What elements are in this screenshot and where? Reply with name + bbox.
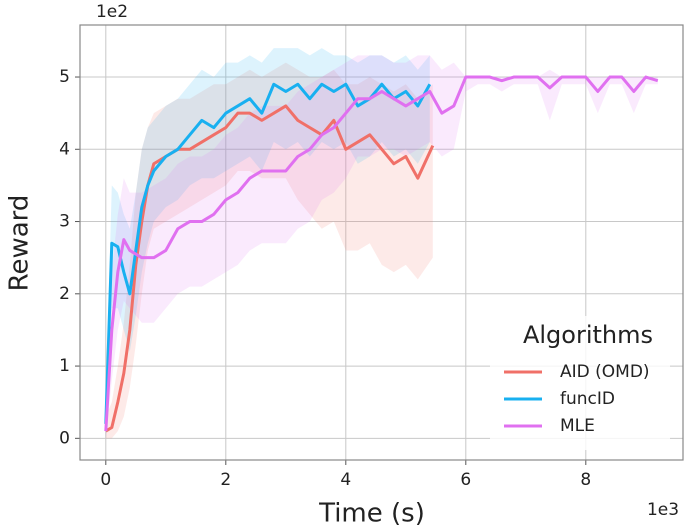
y-tick-label: 4 [59,139,70,159]
y-tick-label: 3 [59,212,70,232]
series-line [105,104,435,433]
confidence-band [105,55,658,439]
series-line [104,75,659,432]
x-tick-label: 2 [220,470,231,490]
y-axis-title: Reward [5,195,35,292]
legend-label: AID (OMD) [560,362,650,382]
y-tick-label: 1 [59,356,70,376]
y-tick-label: 5 [59,67,70,87]
confidence-band [105,48,430,439]
x-tick-label: 4 [340,470,351,490]
confidence-band [105,62,433,439]
legend-label: funcID [560,389,615,409]
y-offset-label: 1e2 [96,2,128,22]
plot-frame [79,24,684,461]
legend-title: Algorithms [523,321,653,349]
y-tick-label: 0 [59,428,70,448]
x-tick-label: 0 [100,470,111,490]
y-tick-label: 2 [59,284,70,304]
x-axis-title: Time (s) [318,499,425,529]
x-tick-label: 6 [460,470,471,490]
x-offset-label: 1e3 [647,500,679,520]
legend-box [490,316,670,450]
x-tick-label: 8 [580,470,591,490]
legend-label: MLE [560,416,595,436]
